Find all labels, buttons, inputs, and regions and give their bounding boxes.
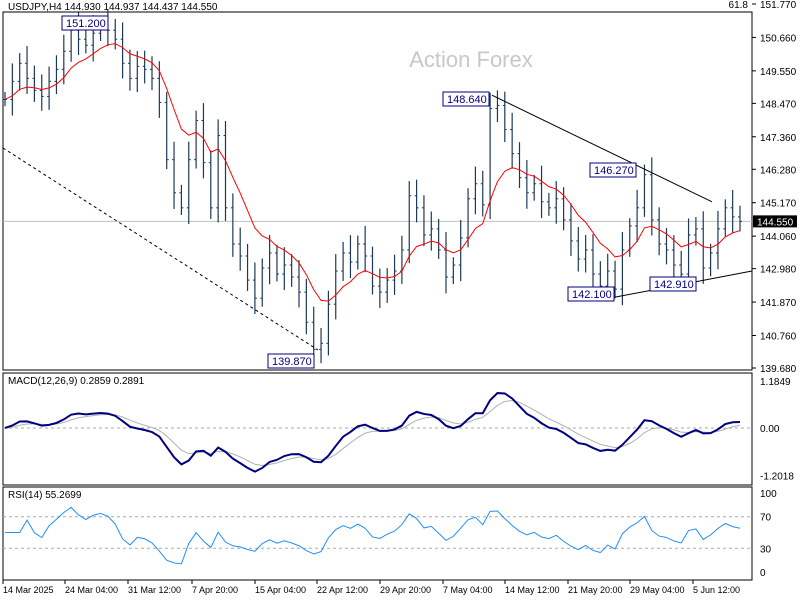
rsi-y-label: 30 xyxy=(760,544,772,555)
macd-signal-line xyxy=(4,399,741,467)
x-tick-label: 31 Mar 12:00 xyxy=(128,585,181,595)
price-annotation-box xyxy=(61,15,109,31)
price-annotation-box xyxy=(267,353,315,369)
x-tick-label: 14 May 12:00 xyxy=(505,585,560,595)
price-annotation-box xyxy=(589,162,637,178)
panel-frame-2 xyxy=(2,486,753,581)
rsi-y-label: 0 xyxy=(760,568,766,579)
y-tick-label: 141.870 xyxy=(760,298,797,309)
x-tick-label: 14 Mar 2025 xyxy=(3,585,54,595)
rsi-line xyxy=(5,506,741,565)
fib-label: 61.8 xyxy=(729,0,749,11)
x-tick-label: 29 May 04:00 xyxy=(630,585,685,595)
macd-y-label: 1.1849 xyxy=(760,377,791,388)
y-tick-label: 149.550 xyxy=(760,67,797,78)
y-tick-label: 144.060 xyxy=(760,232,797,243)
price-annotation-box xyxy=(442,91,490,107)
x-tick-label: 7 Apr 20:00 xyxy=(192,585,238,595)
upper-trendline xyxy=(491,94,713,203)
price-annotation-box xyxy=(649,276,697,292)
macd-y-label: 0.00 xyxy=(760,424,780,435)
y-tick-label: 142.980 xyxy=(760,265,797,276)
price-annotation: 148.640 xyxy=(447,94,487,106)
x-tick-label: 24 Mar 04:00 xyxy=(65,585,118,595)
x-tick-label: 7 May 04:00 xyxy=(443,585,493,595)
x-tick-label: 22 Apr 12:00 xyxy=(317,585,368,595)
y-tick-label: 145.170 xyxy=(760,199,797,210)
chart-header: USDJPY,H4 144.930 144.937 144.437 144.55… xyxy=(8,2,218,13)
dotted-trendline xyxy=(2,147,319,351)
price-annotation: 142.100 xyxy=(572,289,612,301)
x-tick-label: 29 Apr 20:00 xyxy=(380,585,431,595)
rsi-title: RSI(14) 55.2699 xyxy=(8,490,82,501)
y-tick-label: 148.470 xyxy=(760,99,797,110)
x-tick-label: 5 Jun 12:00 xyxy=(693,585,740,595)
macd-title: MACD(12,26,9) 0.2859 0.2891 xyxy=(8,376,145,387)
price-annotation: 142.910 xyxy=(654,279,694,291)
price-annotation-box xyxy=(567,286,615,302)
rsi-y-label: 100 xyxy=(760,489,777,500)
watermark: Action Forex xyxy=(409,47,533,72)
price-annotation: 146.270 xyxy=(594,165,634,177)
y-tick-label: 146.280 xyxy=(760,165,797,176)
price-annotation: 151.200 xyxy=(66,18,106,30)
y-tick-label: 151.770 xyxy=(760,0,797,11)
y-tick-label: 147.360 xyxy=(760,133,797,144)
panel-frame-1 xyxy=(2,372,753,486)
current-price-label: 144.550 xyxy=(757,217,794,228)
moving-average-line xyxy=(4,43,741,302)
y-tick-label: 140.760 xyxy=(760,331,797,342)
x-tick-label: 15 Apr 04:00 xyxy=(255,585,306,595)
panel-frame-0 xyxy=(2,11,753,371)
price-annotation: 139.870 xyxy=(272,356,312,368)
macd-y-label: -1.2018 xyxy=(760,472,794,483)
y-tick-label: 139.680 xyxy=(760,364,797,375)
macd-line xyxy=(4,392,741,473)
y-tick-label: 150.660 xyxy=(760,33,797,44)
current-price-badge xyxy=(753,215,797,228)
x-tick-label: 21 May 20:00 xyxy=(568,585,623,595)
rsi-y-label: 70 xyxy=(760,513,772,524)
